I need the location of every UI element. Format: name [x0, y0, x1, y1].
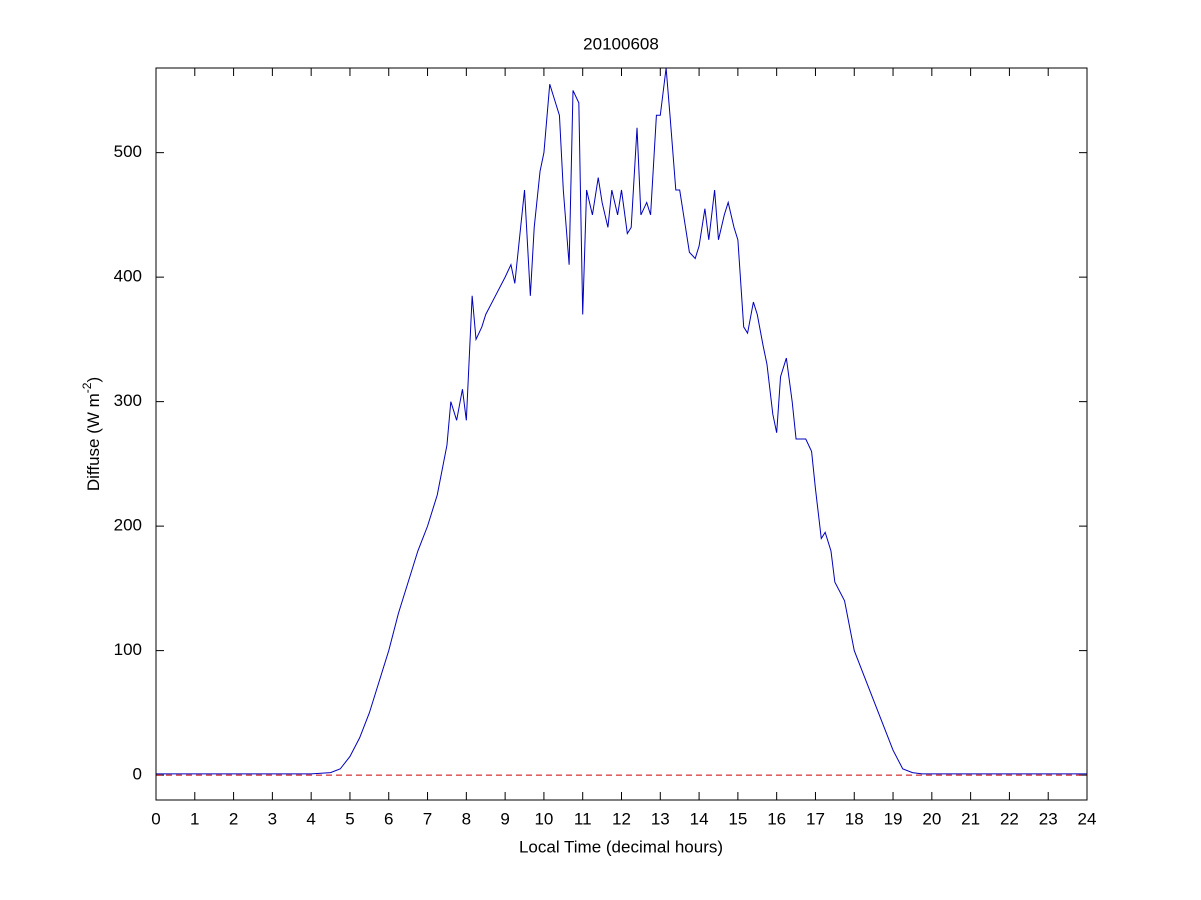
x-tick-label: 4 — [306, 809, 315, 828]
chart-title: 20100608 — [583, 34, 659, 53]
x-tick-label: 24 — [1078, 809, 1097, 828]
y-axis-label: Diffuse (W m-2) — [80, 377, 103, 491]
x-tick-label: 9 — [500, 809, 509, 828]
x-tick-label: 5 — [345, 809, 354, 828]
x-tick-label: 3 — [268, 809, 277, 828]
plot-frame — [155, 67, 1088, 801]
y-tick-label: 200 — [114, 516, 142, 535]
x-tick-label: 1 — [190, 809, 199, 828]
y-label-sup: -2 — [80, 382, 94, 393]
line-series — [156, 67, 1087, 775]
x-tick-label: 0 — [151, 809, 160, 828]
x-tick-label: 17 — [806, 809, 825, 828]
y-tick-label: 500 — [114, 142, 142, 161]
x-tick-label: 21 — [961, 809, 980, 828]
x-tick-label: 6 — [384, 809, 393, 828]
x-tick-label: 18 — [845, 809, 864, 828]
x-tick-label: 8 — [462, 809, 471, 828]
x-tick-label: 13 — [651, 809, 670, 828]
x-tick-label: 20 — [922, 809, 941, 828]
y-tick-label: 400 — [114, 267, 142, 286]
x-tick-label: 10 — [534, 809, 553, 828]
x-tick-label: 19 — [884, 809, 903, 828]
x-tick-label: 23 — [1039, 809, 1058, 828]
y-label-suffix: ) — [84, 377, 103, 383]
x-tick-label: 2 — [229, 809, 238, 828]
x-tick-label: 11 — [574, 809, 592, 828]
y-tick-label: 300 — [114, 391, 142, 410]
x-tick-label: 14 — [690, 809, 709, 828]
x-axis-label: Local Time (decimal hours) — [519, 837, 723, 856]
y-tick-label: 0 — [133, 765, 142, 784]
y-tick-label: 100 — [114, 640, 142, 659]
y-label-text: Diffuse (W m — [84, 393, 103, 491]
x-tick-label: 22 — [1000, 809, 1019, 828]
x-tick-label: 7 — [423, 809, 432, 828]
x-tick-label: 15 — [728, 809, 747, 828]
x-tick-label: 16 — [767, 809, 786, 828]
x-tick-label: 12 — [612, 809, 631, 828]
